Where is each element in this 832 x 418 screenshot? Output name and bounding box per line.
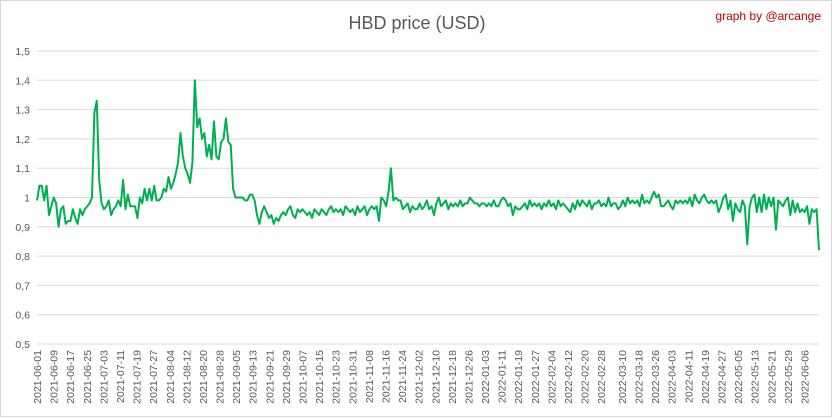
y-axis: 0,5 0,6 0,7 0,8 0,9 1 1,1 1,2 1,3 1,4 1,5 [15,46,30,351]
y-tick-label: 0,9 [15,222,30,234]
x-tick-label: 2021-10-23 [331,350,343,404]
x-tick-label: 2021-08-12 [181,350,193,404]
x-tick-label: 2021-09-05 [231,350,243,404]
y-tick-label: 1,4 [15,75,30,87]
x-tick-label: 2022-02-04 [546,350,558,404]
x-tick-label: 2021-10-15 [314,350,326,404]
y-tick-label: 0,8 [15,251,30,263]
chart-title: HBD price (USD) [348,13,486,33]
x-tick-label: 2021-06-25 [82,350,94,404]
x-tick-label: 2021-06-09 [49,350,61,404]
x-tick-label: 2021-06-17 [65,350,77,404]
y-tick-label: 1,3 [15,105,30,117]
x-tick-label: 2022-05-21 [766,350,778,404]
x-tick-label: 2021-07-03 [98,350,110,404]
x-tick-label: 2021-09-21 [264,350,276,404]
x-tick-label: 2021-11-24 [397,350,409,403]
y-tick-label: 1,1 [15,163,30,175]
x-tick-label: 2021-08-20 [198,350,210,404]
x-tick-label: 2021-09-13 [248,350,260,404]
x-tick-label: 2021-08-04 [165,350,177,404]
x-tick-label: 2022-01-27 [530,350,542,404]
x-tick-label: 2021-09-29 [281,350,293,404]
x-tick-label: 2021-10-07 [298,350,310,404]
x-tick-label: 2022-05-29 [783,350,795,404]
x-tick-label: 2021-12-02 [414,350,426,404]
x-tick-label: 2022-03-18 [634,350,646,404]
x-tick-label: 2022-02-12 [563,350,575,404]
x-tick-label: 2022-02-20 [580,350,592,404]
chart-credit: graph by @arcange [715,9,821,23]
x-axis: 2021-06-01 2021-06-09 2021-06-17 2021-06-25… [32,350,811,404]
y-tick-label: 1 [24,193,30,205]
x-tick-label: 2022-04-03 [667,350,679,404]
x-tick-label: 2022-06-06 [799,350,811,404]
x-tick-label: 2021-12-18 [447,350,459,404]
x-tick-label: 2022-01-19 [513,350,525,404]
gridlines [37,50,819,345]
x-tick-label: 2022-05-13 [750,350,762,404]
x-tick-label: 2022-04-27 [717,350,729,404]
x-tick-label: 2021-06-01 [32,350,44,404]
x-tick-label: 2021-07-11 [115,350,127,403]
y-tick-label: 0,5 [15,339,30,351]
x-tick-label: 2021-12-10 [430,350,442,404]
x-tick-label: 2021-11-16 [380,350,392,403]
x-tick-label: 2021-07-27 [148,350,160,404]
x-tick-label: 2021-12-26 [463,350,475,404]
y-tick-label: 0,6 [15,310,30,322]
x-tick-label: 2021-11-08 [364,350,376,403]
x-tick-label: 2022-04-11 [683,350,695,403]
x-tick-label: 2022-02-28 [596,350,608,404]
series-line [36,79,820,251]
series-layer [36,79,820,251]
x-tick-label: 2022-03-10 [617,350,629,404]
x-tick-label: 2022-05-05 [733,350,745,404]
x-tick-label: 2021-10-31 [347,350,359,404]
x-tick-label: 2022-03-26 [650,350,662,404]
y-tick-label: 1,2 [15,134,30,146]
y-tick-label: 0,7 [15,280,30,292]
x-tick-label: 2022-04-19 [700,350,712,404]
x-tick-label: 2022-01-03 [480,350,492,404]
y-tick-label: 1,5 [15,46,30,58]
x-tick-label: 2021-07-19 [132,350,144,404]
x-tick-label: 2022-01-11 [497,350,509,403]
x-tick-label: 2021-08-28 [215,350,227,404]
